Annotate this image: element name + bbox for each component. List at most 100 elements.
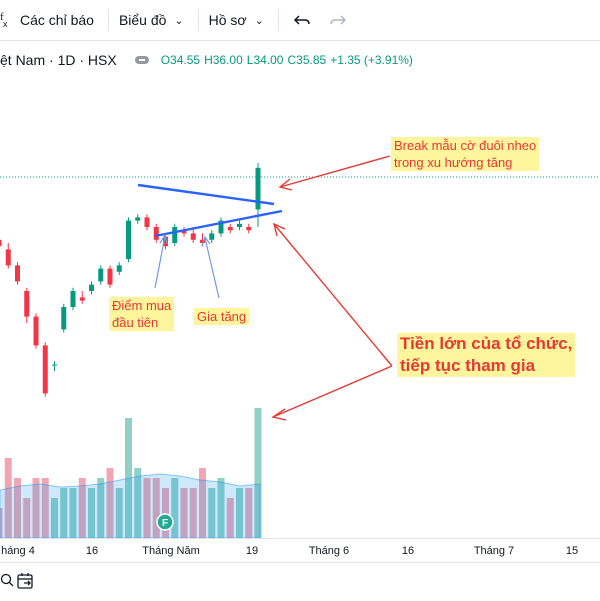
volume-bars [0, 408, 262, 538]
candle-body [79, 297, 85, 301]
candle-body [181, 230, 187, 234]
candle-body [144, 217, 150, 227]
volume-bar [51, 498, 58, 538]
candle-body [246, 227, 252, 231]
volume-bar [41, 478, 49, 538]
bottom-toolbar [0, 562, 600, 601]
x-tick-label: Tháng 6 [308, 545, 350, 557]
candle-body [255, 167, 261, 210]
annotation-money: Tiền lớn của tổ chức, tiếp tục tham gia [397, 333, 576, 377]
candle-body [98, 268, 104, 282]
volume-bar [217, 478, 225, 538]
candle-body [33, 316, 39, 346]
volume-bar [106, 468, 114, 538]
red-arrow-volume [271, 365, 393, 421]
symbol-legend: ệt Nam · 1D · HSX O34.55 H36.00 L34.00 C… [0, 50, 413, 70]
candle-body [227, 227, 233, 231]
divider [197, 9, 199, 31]
candle-body [107, 268, 113, 285]
change-value: +1.35 (+3.91%) [330, 53, 413, 67]
volume-bar [14, 478, 21, 538]
volume-bar [189, 488, 197, 538]
svg-text:f: f [0, 11, 4, 23]
earnings-marker[interactable]: F [156, 513, 174, 531]
volume-bar [226, 498, 234, 538]
trendline-lower [154, 209, 283, 238]
candle-body [24, 291, 30, 317]
low-value: L34.00 [246, 53, 284, 67]
divider [107, 9, 109, 31]
svg-text:x: x [3, 19, 8, 29]
annotation-money-line2: tiếp tục tham gia [397, 355, 576, 377]
x-tick-label: háng 4 [1, 545, 35, 557]
x-tick-label: 15 [565, 545, 579, 557]
volume-bar [143, 478, 151, 538]
open-value: O34.55 [160, 53, 201, 67]
annotation-add: Gia tăng [194, 308, 250, 325]
volume-bar [97, 478, 105, 538]
blue-arrow-add [201, 235, 220, 299]
chart-menu-button[interactable]: Biểu đồ ⌄ [119, 0, 184, 40]
annotation-break-line1: Break mẫu cờ đuôi nheo [391, 137, 540, 154]
candle-body [190, 233, 196, 240]
candle-body [200, 239, 205, 243]
profile-menu-button[interactable]: Hồ sơ ⌄ [209, 0, 264, 40]
volume-bar [199, 468, 206, 538]
trendline-upper [137, 183, 275, 206]
profile-menu-label: Hồ sơ [208, 12, 247, 28]
red-arrow-break [278, 155, 391, 191]
candle-body [52, 364, 57, 366]
x-tick-label: 16 [401, 545, 415, 557]
annotation-first-buy-line2: đầu tiên [109, 314, 175, 331]
ohlc-values: O34.55 H36.00 L34.00 C35.85 +1.35 (+3.91… [161, 53, 413, 67]
candle-body [172, 227, 178, 243]
volume-bar [60, 488, 68, 538]
symbol-info[interactable]: ệt Nam · 1D · HSX [0, 52, 117, 68]
eye-icon[interactable] [134, 56, 149, 64]
indicators-label: Các chỉ báo [20, 12, 94, 28]
candle-body [237, 223, 242, 227]
divider [277, 9, 279, 31]
annotation-first-buy: Điểm mua đầu tiên [109, 297, 175, 331]
annotation-money-line1: Tiền lớn của tổ chức, [397, 333, 576, 355]
candle-body [89, 284, 94, 291]
redo-icon [330, 15, 346, 25]
volume-ma-area [0, 473, 261, 538]
indicators-button[interactable]: f x Các chỉ báo [0, 0, 94, 40]
candle-body [116, 265, 122, 272]
close-value: C35.85 [287, 53, 327, 67]
volume-bar [134, 468, 142, 538]
price-chart[interactable]: F [0, 76, 600, 538]
candle-body [42, 345, 48, 394]
x-tick-label: Tháng 7 [473, 545, 515, 557]
top-toolbar: f x Các chỉ báo Biểu đồ ⌄ Hồ sơ ⌄ [0, 0, 600, 41]
candle-body [70, 291, 76, 307]
candle-body [126, 220, 131, 259]
candle-body [15, 265, 20, 282]
candle-body [209, 233, 215, 240]
volume-bar [23, 498, 31, 538]
undo-button[interactable] [293, 0, 311, 40]
time-axis[interactable]: háng 4 16 Tháng Năm 19 Tháng 6 16 Tháng … [0, 538, 600, 563]
chevron-down-icon: ⌄ [174, 14, 184, 27]
zoom-icon[interactable] [0, 573, 14, 587]
volume-bar [152, 478, 160, 538]
volume-bar [4, 458, 12, 538]
candle-body [135, 217, 141, 221]
volume-bar [180, 488, 188, 538]
volume-bar [162, 488, 169, 538]
go-to-date-icon[interactable] [16, 571, 36, 591]
redo-button[interactable] [329, 0, 347, 40]
red-arrow-trend [272, 222, 393, 367]
earnings-marker-label: F [162, 518, 168, 529]
annotation-break: Break mẫu cờ đuôi nheo trong xu hướng tă… [391, 137, 540, 171]
undo-icon [293, 15, 310, 25]
candle-body [5, 249, 11, 266]
volume-bar [236, 488, 243, 538]
chart-menu-label: Biểu đồ [118, 12, 167, 28]
annotation-first-buy-line1: Điểm mua [109, 297, 175, 314]
x-tick-label: 16 [85, 545, 99, 557]
blue-arrow-first-buy [154, 233, 168, 289]
volume-bar [88, 488, 95, 538]
annotation-break-line2: trong xu hướng tăng [391, 154, 540, 171]
